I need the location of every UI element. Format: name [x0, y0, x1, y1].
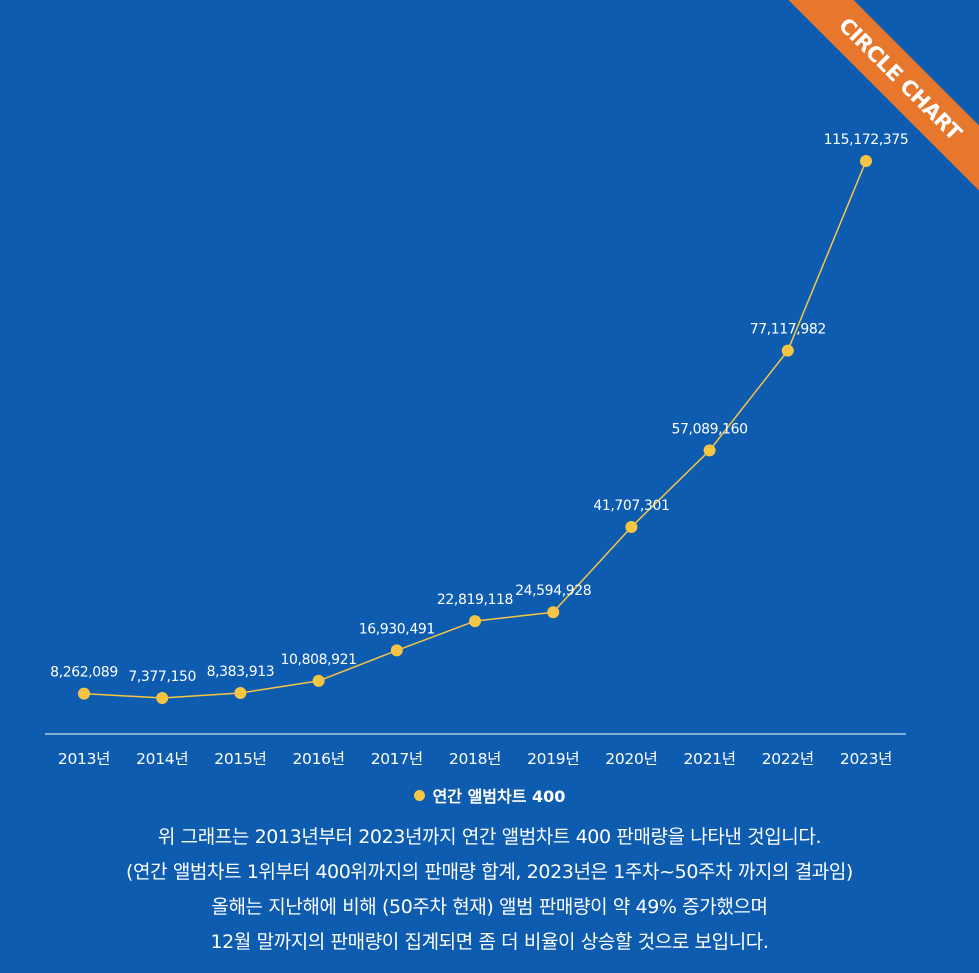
x-tick-label: 2014년 — [136, 750, 188, 768]
x-tick-label: 2016년 — [292, 750, 344, 768]
data-point — [312, 674, 325, 687]
data-point — [703, 444, 716, 457]
data-point — [547, 606, 560, 619]
data-point — [390, 644, 403, 657]
x-tick-label: 2020년 — [605, 750, 657, 768]
data-point — [625, 520, 638, 533]
x-tick-label: 2019년 — [527, 750, 579, 768]
chart-legend: 연간 앨범차트 400 — [0, 783, 979, 807]
x-tick-label: 2021년 — [683, 750, 735, 768]
data-point — [469, 615, 481, 628]
data-label: 22,819,118 — [437, 592, 513, 608]
caption-line-2: (연간 앨범차트 1위부터 400위까지의 판매량 합계, 2023년은 1주차… — [126, 861, 853, 883]
data-label: 41,707,301 — [593, 498, 669, 514]
x-tick-label: 2018년 — [449, 750, 501, 768]
x-tick-label: 2015년 — [214, 750, 266, 768]
x-tick-label: 2017년 — [371, 750, 423, 768]
data-label: 115,172,375 — [824, 132, 909, 148]
data-point — [781, 344, 794, 357]
data-label: 16,930,491 — [359, 621, 435, 637]
data-label: 77,117,982 — [750, 322, 826, 338]
data-label: 57,089,160 — [672, 421, 748, 437]
x-tick-label: 2013년 — [58, 750, 110, 768]
data-label: 24,594,928 — [515, 583, 591, 599]
caption-line-3: 올해는 지난해에 비해 (50주차 현재) 앨범 판매량이 약 49% 증가했으… — [211, 896, 768, 918]
data-point — [234, 686, 247, 699]
data-label: 7,377,150 — [128, 669, 196, 685]
caption-line-4: 12월 말까지의 판매량이 집계되면 좀 더 비율이 상승할 것으로 보입니다. — [210, 931, 769, 953]
legend-label: 연간 앨범차트 400 — [432, 787, 566, 806]
data-point — [156, 692, 169, 704]
x-tick-label: 2022년 — [762, 750, 814, 768]
legend-marker — [413, 789, 425, 801]
data-point — [78, 687, 90, 700]
data-label: 8,262,089 — [50, 665, 118, 681]
caption-line-1: 위 그래프는 2013년부터 2023년까지 연간 앨범차트 400 판매량을 … — [157, 826, 822, 848]
chart-caption: 위 그래프는 2013년부터 2023년까지 연간 앨범차트 400 판매량을 … — [0, 820, 979, 960]
data-label: 8,383,913 — [207, 664, 275, 680]
data-label: 10,808,921 — [281, 652, 357, 668]
data-point — [860, 155, 872, 167]
x-tick-label: 2023년 — [840, 750, 892, 768]
